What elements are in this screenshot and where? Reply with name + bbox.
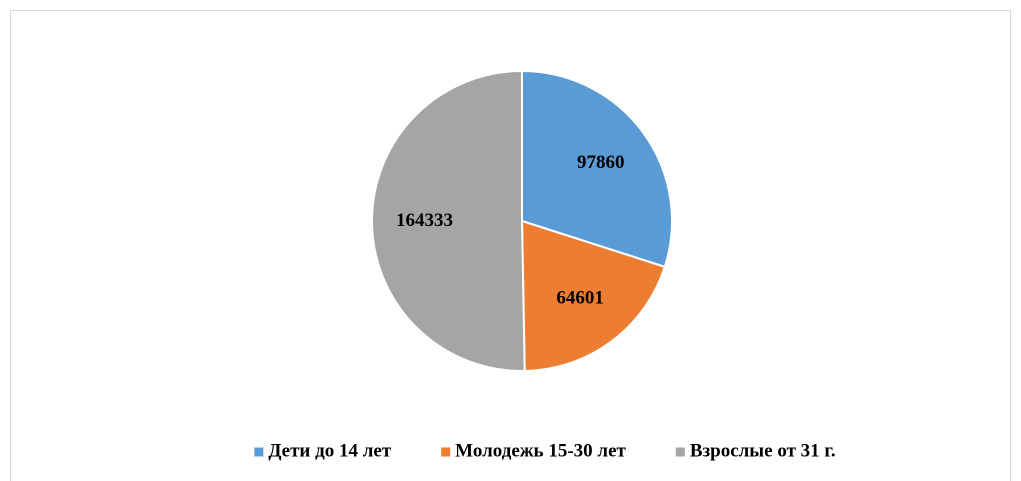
legend-label: Дети до 14 лет xyxy=(268,440,391,461)
legend-swatch xyxy=(675,447,685,457)
legend: Дети до 14 лет Молодежь 15-30 лет Взрослые… xyxy=(254,440,836,461)
data-label: 164333 xyxy=(396,210,453,231)
legend-item: Дети до 14 лет xyxy=(254,440,392,461)
pie-slice xyxy=(371,69,526,372)
data-label: 97860 xyxy=(577,152,625,173)
data-label: 64601 xyxy=(556,288,604,309)
pie: 97860 64601 164333 xyxy=(371,69,673,372)
legend-item: Взрослые от 31 г. xyxy=(675,440,836,461)
legend-item: Молодежь 15-30 лет xyxy=(441,440,626,461)
pie-slice xyxy=(521,69,673,269)
legend-swatch xyxy=(254,447,264,457)
legend-swatch xyxy=(441,447,451,457)
legend-label: Взрослые от 31 г. xyxy=(690,440,836,461)
legend-label: Молодежь 15-30 лет xyxy=(455,440,626,461)
pie-slice xyxy=(520,219,667,372)
